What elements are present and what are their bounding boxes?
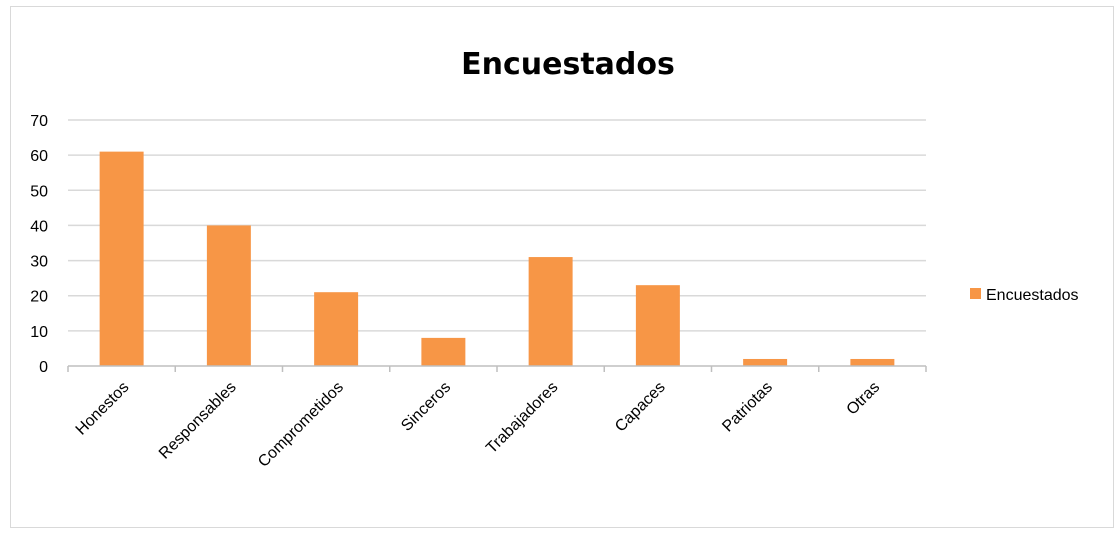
y-tick-label: 60 bbox=[30, 148, 48, 165]
x-tick-label: Comprometidos bbox=[255, 379, 347, 471]
bar bbox=[206, 225, 251, 366]
bar bbox=[635, 285, 680, 366]
x-tick-label: Trabajadores bbox=[483, 379, 561, 457]
grid-lines bbox=[68, 119, 926, 332]
bar bbox=[99, 151, 144, 366]
bar bbox=[421, 337, 466, 366]
y-tick-label: 0 bbox=[39, 359, 48, 376]
y-axis-ticks: 0 10 20 30 40 50 60 70 bbox=[30, 113, 48, 376]
bar bbox=[528, 257, 573, 366]
x-tick-label: Patriotas bbox=[719, 379, 776, 436]
x-tick-label: Responsables bbox=[156, 379, 240, 463]
y-tick-label: 30 bbox=[30, 254, 48, 271]
bar bbox=[743, 358, 788, 366]
y-tick-label: 10 bbox=[30, 324, 48, 341]
legend-swatch bbox=[970, 288, 981, 299]
x-axis-ticks: Honestos Responsables Comprometidos Sincero… bbox=[73, 379, 884, 471]
x-tick-label: Otras bbox=[844, 379, 884, 419]
chart-title: Encuestados bbox=[461, 47, 675, 82]
bars bbox=[99, 151, 895, 366]
y-tick-label: 40 bbox=[30, 218, 48, 235]
legend-label: Encuestados bbox=[986, 287, 1079, 304]
x-tick-label: Honestos bbox=[73, 379, 133, 439]
bar bbox=[314, 292, 359, 366]
x-tick-label: Capaces bbox=[612, 379, 669, 436]
y-tick-label: 20 bbox=[30, 289, 48, 306]
bar bbox=[850, 358, 895, 366]
y-tick-label: 70 bbox=[30, 113, 48, 130]
y-tick-label: 50 bbox=[30, 183, 48, 200]
x-axis bbox=[67, 365, 927, 372]
x-tick-label: Sinceros bbox=[398, 379, 454, 435]
legend: Encuestados bbox=[970, 287, 1079, 304]
